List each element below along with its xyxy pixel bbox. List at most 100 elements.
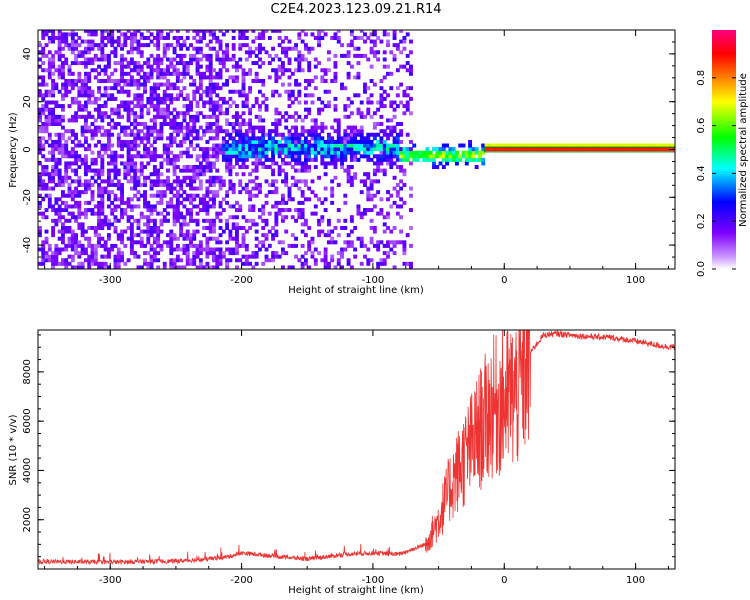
heatmap-cell [412, 150, 417, 155]
heatmap-cell [576, 143, 581, 148]
heatmap-cell [343, 147, 348, 152]
heatmap-cell [333, 154, 338, 159]
heatmap-cell [110, 39, 115, 44]
heatmap-cell [208, 96, 213, 101]
heatmap-cell [136, 96, 141, 101]
heatmap-cell [38, 247, 42, 252]
heatmap-cell [395, 136, 400, 141]
heatmap-cell [38, 211, 42, 216]
heatmap-cell [44, 107, 49, 112]
heatmap-cell [136, 204, 141, 209]
heatmap-cell [100, 46, 105, 51]
heatmap-cell [83, 161, 88, 166]
heatmap-cell [149, 193, 154, 198]
heatmap-cell [80, 114, 85, 119]
heatmap-cell [323, 32, 328, 37]
heatmap-cell [359, 132, 364, 137]
heatmap-cell [166, 43, 170, 48]
heatmap-cell [484, 143, 489, 148]
heatmap-cell [280, 161, 285, 166]
heatmap-cell [264, 193, 269, 198]
heatmap-cell [129, 50, 134, 55]
heatmap-cell [195, 243, 200, 248]
heatmap-cell [254, 136, 259, 141]
heatmap-cell [317, 222, 321, 227]
heatmap-cell [41, 182, 46, 187]
heatmap-cell [395, 204, 400, 209]
heatmap-cell [320, 200, 325, 205]
heatmap-cell [189, 261, 193, 266]
heatmap-cell [179, 143, 184, 148]
heatmap-cell [392, 32, 397, 37]
heatmap-cell [60, 261, 65, 266]
heatmap-cell [280, 46, 285, 51]
heatmap-cell [241, 122, 246, 126]
heatmap-cell [261, 118, 266, 123]
heatmap-cell [330, 200, 335, 205]
heatmap-cell [336, 132, 341, 137]
heatmap-cell [47, 57, 52, 62]
heatmap-cell [409, 208, 413, 213]
heatmap-cell [218, 211, 223, 216]
heatmap-cell [323, 89, 328, 94]
heatmap-cell [392, 100, 397, 105]
heatmap-cell [343, 200, 348, 205]
heatmap-cell [116, 111, 121, 116]
heatmap-cell [202, 75, 207, 80]
heatmap-cell [126, 157, 131, 162]
heatmap-cell [280, 50, 285, 55]
heatmap-cell [139, 50, 144, 55]
heatmap-cell [212, 86, 216, 91]
heatmap-cell [218, 175, 223, 180]
heatmap-cell [162, 107, 167, 112]
heatmap-cell [97, 186, 101, 191]
heatmap-cell [241, 261, 246, 266]
heatmap-cell [133, 240, 138, 245]
heatmap-cell [215, 236, 220, 241]
heatmap-cell [307, 61, 312, 66]
heatmap-cell [110, 107, 115, 112]
heatmap-cell [274, 122, 279, 126]
heatmap-cell [277, 30, 282, 33]
heatmap-cell [47, 61, 52, 66]
heatmap-cell [609, 147, 614, 152]
heatmap-cell [182, 43, 187, 48]
heatmap-cell [307, 186, 312, 191]
heatmap-cell [156, 104, 161, 109]
heatmap-cell [51, 111, 56, 116]
heatmap-cell [241, 30, 246, 33]
heatmap-cell [455, 161, 459, 166]
heatmap-cell [290, 165, 295, 170]
heatmap-cell [369, 139, 374, 144]
heatmap-cell [231, 125, 236, 130]
heatmap-cell [208, 32, 213, 37]
heatmap-cell [251, 150, 256, 155]
heatmap-cell [152, 86, 157, 91]
heatmap-cell [169, 229, 174, 234]
heatmap-cell [326, 139, 331, 144]
heatmap-cell [185, 236, 190, 241]
heatmap-cell [241, 139, 246, 144]
heatmap-cell [267, 182, 272, 187]
heatmap-cell [136, 197, 141, 202]
heatmap-cell [235, 143, 239, 148]
heatmap-cell [146, 71, 151, 76]
heatmap-cell [386, 243, 390, 248]
heatmap-cell [198, 172, 203, 177]
heatmap-cell [67, 82, 72, 87]
heatmap-cell [500, 147, 505, 152]
heatmap-cell [287, 93, 292, 98]
heatmap-cell [274, 150, 279, 155]
heatmap-cell [274, 125, 279, 130]
heatmap-cell [228, 143, 233, 148]
heatmap-cell [143, 35, 147, 40]
heatmap-cell [307, 78, 312, 83]
heatmap-cell [264, 143, 269, 148]
heatmap-cell [38, 82, 42, 87]
heatmap-cell [202, 35, 207, 40]
heatmap-cell [244, 165, 249, 170]
heatmap-cell [346, 179, 351, 184]
heatmap-cell [267, 229, 272, 234]
heatmap-cell [317, 229, 321, 234]
heatmap-cell [133, 193, 138, 198]
